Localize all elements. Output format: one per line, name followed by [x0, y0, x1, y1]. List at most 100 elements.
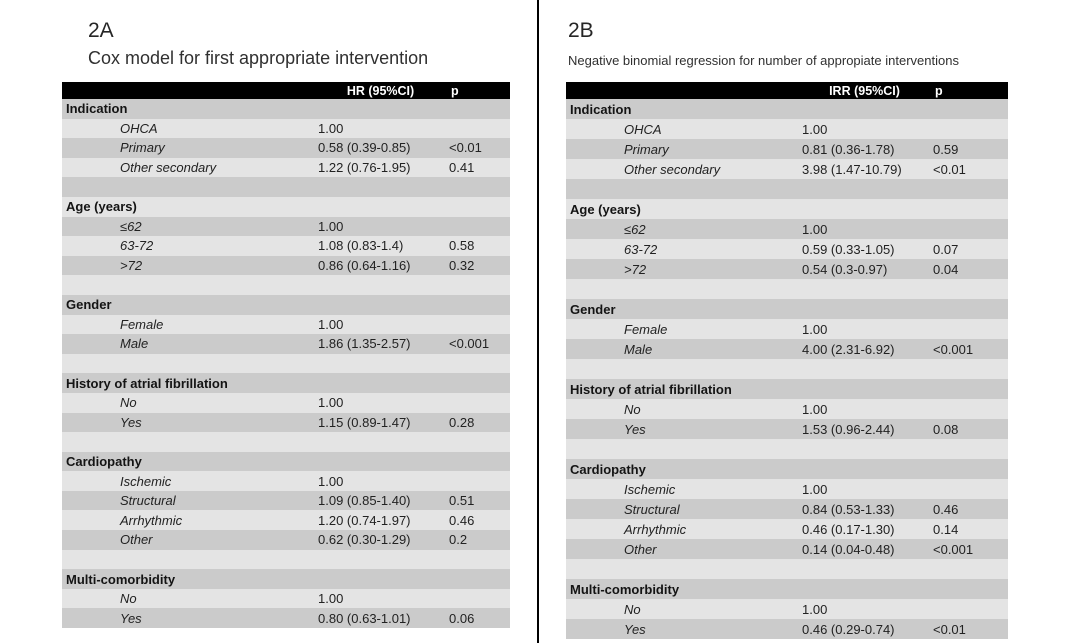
spacer-row: [566, 279, 1008, 299]
section-header-row: Cardiopathy: [566, 459, 1008, 479]
estimate-value: 0.86 (0.64-1.16): [318, 258, 411, 274]
section-label: Gender: [570, 301, 616, 317]
variable-label: Yes: [120, 414, 142, 430]
section-label: Indication: [66, 101, 128, 117]
data-row: Primary 0.81 (0.36-1.78) 0.59: [566, 139, 1008, 159]
variable-label: Male: [624, 341, 653, 357]
section-label: History of atrial fibrillation: [570, 381, 732, 397]
estimate-value: 0.81 (0.36-1.78): [802, 141, 895, 157]
variable-label: No: [120, 395, 137, 411]
variable-label: 63-72: [624, 241, 658, 257]
estimate-value: 1.00: [802, 321, 828, 337]
variable-label: Primary: [624, 141, 669, 157]
variable-label: No: [120, 591, 137, 607]
estimate-value: 1.00: [318, 473, 344, 489]
section-header-row: Multi-comorbidity: [62, 569, 510, 589]
variable-label: ≤62: [624, 221, 646, 237]
data-row: ≤62 1.00: [62, 216, 510, 237]
section-label: Indication: [570, 101, 632, 117]
variable-label: >72: [624, 261, 647, 277]
p-value: <0.01: [933, 621, 966, 637]
variable-label: Other: [120, 532, 153, 548]
estimate-value: 1.00: [802, 221, 828, 237]
p-value: <0.001: [933, 341, 974, 357]
estimate-value: 1.00: [318, 316, 344, 332]
data-row: >72 0.54 (0.3-0.97) 0.04: [566, 259, 1008, 279]
spacer-row: [62, 353, 510, 374]
estimate-value: 1.00: [802, 121, 828, 137]
estimate-value: 4.00 (2.31-6.92): [802, 341, 895, 357]
negative-binomial-table: IRR (95%CI) p Indication OHCA 1.00 Primary 0…: [566, 82, 1008, 639]
variable-label: Yes: [624, 421, 646, 437]
spacer-row: [62, 549, 510, 570]
estimate-value: 0.80 (0.63-1.01): [318, 610, 411, 626]
estimate-value: 0.54 (0.3-0.97): [802, 261, 888, 277]
estimate-value: 3.98 (1.47-10.79): [802, 161, 902, 177]
section-header-row: Age (years): [566, 199, 1008, 219]
data-row: 63-72 0.59 (0.33-1.05) 0.07: [566, 239, 1008, 259]
data-row: ≤62 1.00: [566, 219, 1008, 239]
p-value: 0.08: [933, 421, 959, 437]
variable-label: Primary: [120, 140, 165, 156]
data-row: Other secondary 3.98 (1.47-10.79) <0.01: [566, 159, 1008, 179]
estimate-value: 0.14 (0.04-0.48): [802, 541, 895, 557]
data-row: Ischemic 1.00: [62, 471, 510, 491]
spacer-row: [62, 432, 510, 452]
data-row: Male 4.00 (2.31-6.92) <0.001: [566, 339, 1008, 359]
data-row: Yes 0.80 (0.63-1.01) 0.06: [62, 608, 510, 629]
data-row: Yes 1.53 (0.96-2.44) 0.08: [566, 419, 1008, 439]
estimate-value: 1.00: [318, 591, 344, 607]
variable-label: >72: [120, 258, 143, 274]
section-header-row: Age (years): [62, 196, 510, 217]
p-value: 0.28: [449, 414, 475, 430]
p-value: 0.46: [933, 501, 959, 517]
data-row: No 1.00: [62, 588, 510, 609]
variable-label: Other secondary: [120, 160, 217, 176]
spacer-row: [566, 559, 1008, 579]
p-value: 0.41: [449, 160, 475, 176]
data-row: Other 0.14 (0.04-0.48) <0.001: [566, 539, 1008, 559]
estimate-value: 0.46 (0.17-1.30): [802, 521, 895, 537]
variable-label: Male: [120, 336, 149, 352]
data-row: Yes 0.46 (0.29-0.74) <0.01: [566, 619, 1008, 639]
estimate-value: 0.46 (0.29-0.74): [802, 621, 895, 637]
data-row: Primary 0.58 (0.39-0.85) <0.01: [62, 138, 510, 158]
table-body: Indication OHCA 1.00 Primary 0.58 (0.39-0.85…: [62, 99, 510, 629]
panel-2a: 2A Cox model for first appropriate inter…: [62, 0, 510, 629]
variable-label: Female: [624, 321, 668, 337]
estimate-value: 1.15 (0.89-1.47): [318, 414, 411, 430]
data-row: No 1.00: [62, 392, 510, 413]
estimate-value: 0.58 (0.39-0.85): [318, 140, 411, 156]
section-label: Age (years): [66, 199, 137, 215]
p-value: 0.06: [449, 610, 475, 626]
variable-label: Yes: [120, 610, 142, 626]
data-row: Other secondary 1.22 (0.76-1.95) 0.41: [62, 157, 510, 178]
data-row: Male 1.86 (1.35-2.57) <0.001: [62, 334, 510, 354]
panel-label-2a: 2A: [88, 19, 114, 42]
data-row: Structural 0.84 (0.53-1.33) 0.46: [566, 499, 1008, 519]
table-header-row: IRR (95%CI) p: [566, 82, 1008, 99]
cox-model-table: HR (95%CI) p Indication OHCA 1.00 Primary 0.…: [62, 82, 510, 629]
estimate-value: 0.59 (0.33-1.05): [802, 241, 895, 257]
p-value: <0.001: [449, 336, 490, 352]
variable-label: Arrhythmic: [624, 521, 687, 537]
p-value: 0.51: [449, 493, 475, 509]
data-row: 63-72 1.08 (0.83-1.4) 0.58: [62, 236, 510, 256]
p-value: 0.32: [449, 258, 475, 274]
variable-label: Ischemic: [120, 473, 172, 489]
variable-label: 63-72: [120, 238, 154, 254]
variable-label: ≤62: [120, 218, 142, 234]
p-value: <0.01: [933, 161, 966, 177]
panel-title-2a: Cox model for first appropriate interven…: [88, 48, 429, 68]
variable-label: Arrhythmic: [120, 512, 183, 528]
panel-divider-line: [537, 0, 539, 643]
p-value: 0.14: [933, 521, 959, 537]
p-value: <0.001: [933, 541, 974, 557]
estimate-value: 1.00: [802, 401, 828, 417]
estimate-value: 1.22 (0.76-1.95): [318, 160, 411, 176]
estimate-value: 1.00: [318, 218, 344, 234]
variable-label: Ischemic: [624, 481, 676, 497]
p-value: 0.59: [933, 141, 959, 157]
variable-label: OHCA: [624, 121, 662, 137]
